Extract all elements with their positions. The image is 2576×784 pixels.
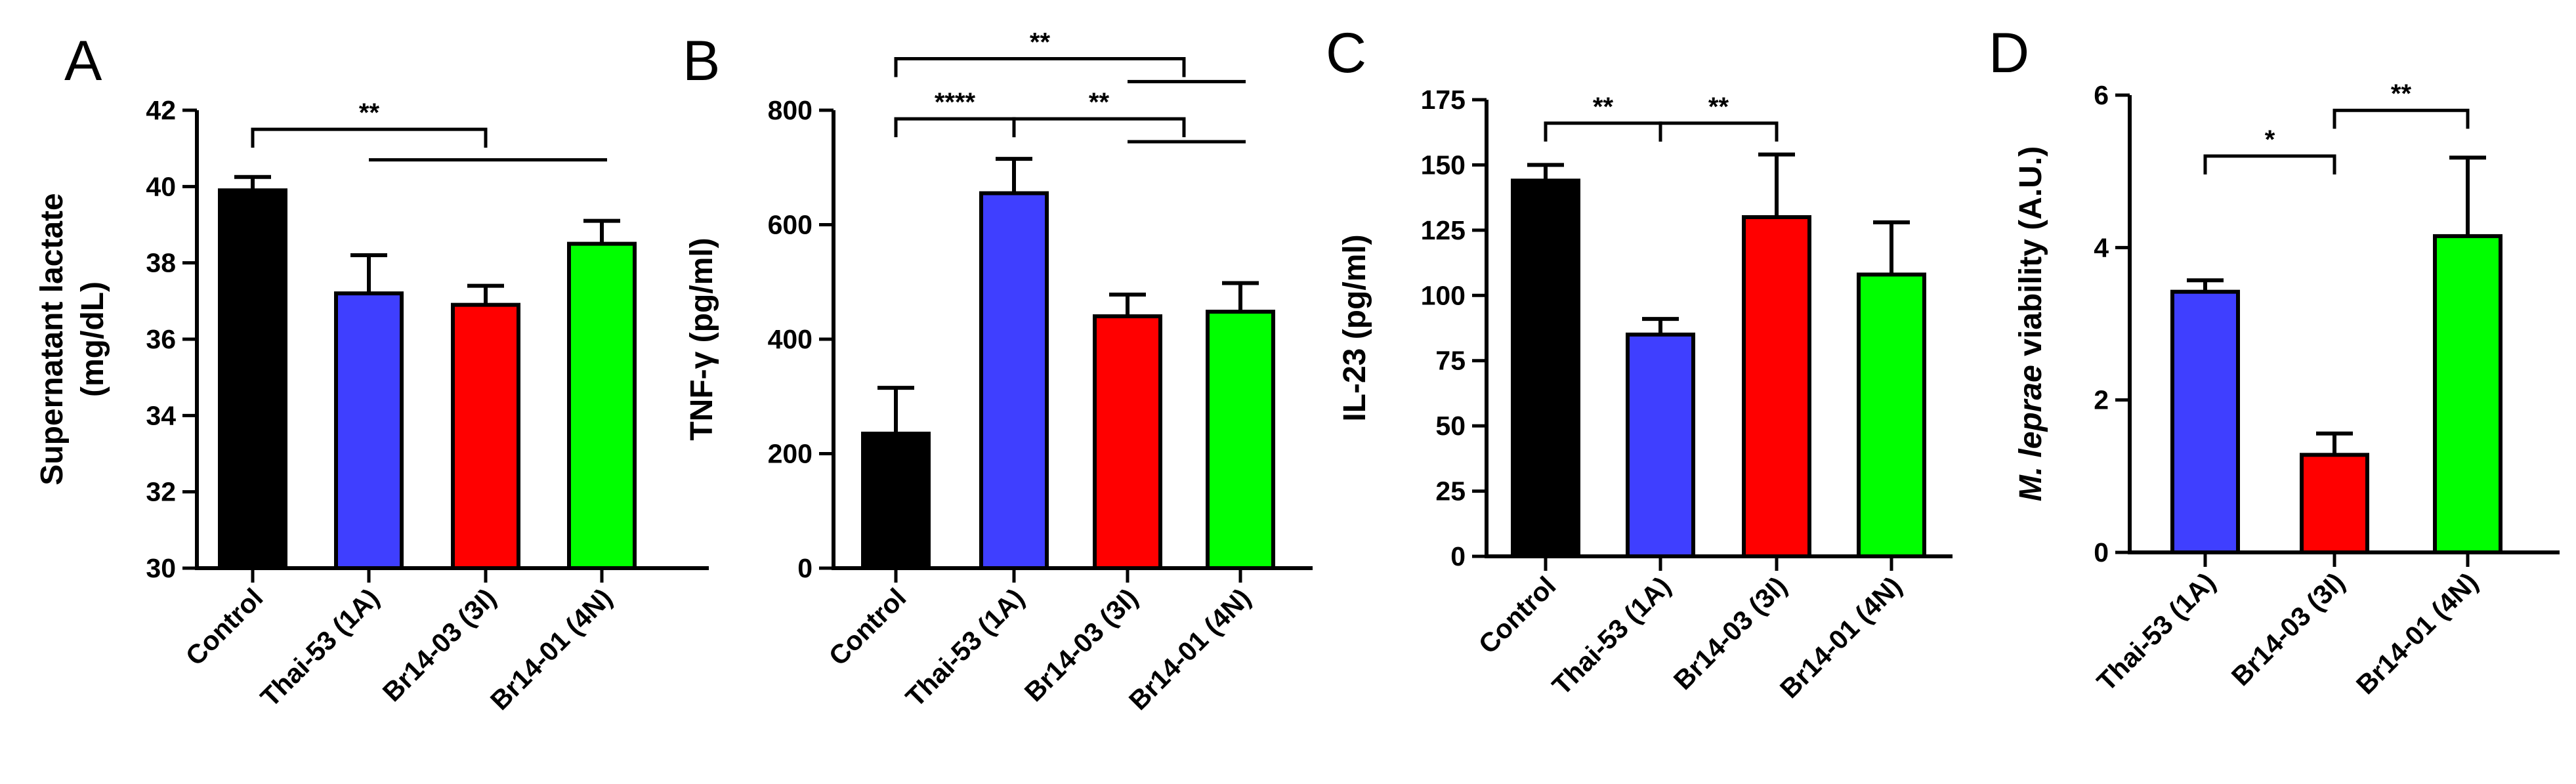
- panel-letter-b: B: [683, 30, 720, 93]
- panel-c-y-tick-label: 50: [1435, 411, 1466, 441]
- panel-c-y-tick-label: 25: [1435, 476, 1466, 506]
- chart-1-x-tick-label-0: Control: [823, 583, 912, 672]
- panel-d-y-tick-label: 4: [2094, 232, 2109, 262]
- chart-0-x-tick-label-3: Br14-01 (4N): [484, 583, 618, 716]
- chart-2-x-tick-label-2: Br14-03 (3I): [1668, 571, 1792, 695]
- panel-letter-d: D: [1989, 22, 2029, 85]
- chart-1-significance-label: **: [1030, 28, 1051, 56]
- panel-d-y-axis-label: M. leprae viability (A.U.): [2014, 146, 2048, 501]
- chart-3-bar-0: [2170, 289, 2240, 554]
- chart-1-significance-label: ****: [935, 88, 976, 117]
- panel-a-y-tick-label: 42: [146, 95, 176, 125]
- panel-letter-a: A: [64, 30, 102, 93]
- panel-b-y-tick-label: 400: [768, 324, 813, 354]
- panel-d-y-tick-label: 2: [2094, 385, 2109, 415]
- chart-2-bar-0: [1511, 178, 1580, 558]
- chart-2-bar-1: [1626, 332, 1695, 558]
- chart-1-x-tick-label-1: Thai-53 (1A): [900, 583, 1030, 712]
- chart-0-bar-2: [451, 302, 520, 570]
- panel-c-y-tick-label: 100: [1421, 280, 1466, 310]
- chart-0-x-tick-label-2: Br14-03 (3I): [377, 583, 501, 707]
- panel-b: B 0 200 400 600 800 TNF-γ (pg/ml) ControlThai-…: [683, 28, 1313, 716]
- chart-2-significance-bracket: [1658, 121, 1779, 142]
- chart-3-significance-bracket: [2333, 108, 2470, 129]
- chart-1-bar-0: [861, 431, 931, 571]
- chart-1-bar-1: [979, 191, 1049, 570]
- chart-0-bar-3: [567, 241, 637, 570]
- chart-0-significance-bracket: [251, 127, 488, 148]
- chart-2-x-tick-label-3: Br14-01 (4N): [1774, 571, 1907, 704]
- panel-a-y-axis-label: (mg/dL): [75, 281, 110, 397]
- panel-b-y-tick-label: 600: [768, 210, 813, 240]
- panel-letter-c: C: [1326, 22, 1366, 85]
- panel-a: A 30 32 34 36 38 40 42 Supernatant lactate (mg/d…: [35, 30, 709, 716]
- chart-0-significance-label: **: [359, 98, 380, 127]
- chart-1-significance-bracket: [894, 117, 1016, 138]
- panel-c-y-tick-label: 0: [1450, 541, 1466, 571]
- chart-3-bar-1: [2300, 453, 2369, 554]
- chart-2-x-tick-label-0: Control: [1473, 571, 1562, 660]
- panel-b-y-tick-label: 200: [768, 439, 813, 469]
- chart-3-significance-label: **: [2391, 79, 2412, 108]
- chart-2-significance-label: **: [1708, 93, 1729, 121]
- panel-d-y-tick-label: 6: [2094, 80, 2109, 110]
- panel-d: D 0 2 4 6 M. leprae viability (A.U.) Thai-53 …: [1989, 22, 2560, 700]
- panel-c-y-tick-label: 175: [1421, 85, 1466, 115]
- chart-2-bar-2: [1742, 215, 1811, 558]
- y-axis-label-italic: M. leprae: [2014, 365, 2048, 501]
- chart-1-x-tick-label-3: Br14-01 (4N): [1123, 583, 1256, 716]
- chart-1-x-tick-label-2: Br14-03 (3I): [1019, 583, 1143, 707]
- chart-0-bar-1: [334, 291, 404, 570]
- chart-0-x-tick-label-0: Control: [180, 583, 269, 672]
- panel-c: C 0 25 50 75 100 125 150 175 IL-23 (pg/ml) Contro…: [1326, 22, 1953, 704]
- panel-c-y-axis-label: IL-23 (pg/ml): [1338, 234, 1372, 421]
- panel-b-y-axis-label: TNF-γ (pg/ml): [685, 237, 719, 440]
- chart-3-x-tick-label-0: Thai-53 (1A): [2091, 567, 2221, 697]
- chart-1-significance-label: **: [1089, 88, 1110, 117]
- panel-a-y-tick-label: 40: [146, 171, 176, 201]
- chart-1-bar-3: [1206, 310, 1275, 570]
- chart-1-bar-2: [1093, 314, 1162, 570]
- panel-b-y-tick-label: 0: [797, 553, 813, 583]
- chart-0-bar-0: [218, 188, 287, 570]
- chart-3-significance-bracket: [2203, 154, 2336, 175]
- panel-a-y-axis-label: Supernatant lactate: [35, 193, 70, 485]
- chart-3-x-tick-label-2: Br14-01 (4N): [2350, 567, 2483, 700]
- chart-2-significance-label: **: [1593, 93, 1614, 121]
- chart-1-significance-bracket: [1012, 117, 1186, 138]
- y-axis-label-rest: viability (A.U.): [2014, 146, 2048, 365]
- panel-c-y-tick-label: 150: [1421, 150, 1466, 180]
- panel-b-y-tick-label: 800: [768, 95, 813, 125]
- chart-3-significance-label: *: [2265, 125, 2275, 154]
- panel-a-y-tick-label: 36: [146, 324, 176, 354]
- chart-0-x-tick-label-1: Thai-53 (1A): [255, 583, 385, 712]
- panel-a-y-tick-label: 32: [146, 477, 176, 507]
- panel-a-y-tick-label: 30: [146, 553, 176, 583]
- chart-2-bar-3: [1857, 272, 1926, 558]
- chart-1-significance-bracket: [894, 56, 1186, 77]
- panel-c-y-tick-label: 125: [1421, 215, 1466, 245]
- panel-d-y-tick-label: 0: [2094, 537, 2109, 567]
- chart-2-x-tick-label-1: Thai-53 (1A): [1546, 571, 1676, 701]
- chart-2-significance-bracket: [1544, 121, 1662, 142]
- chart-3-bar-2: [2433, 234, 2502, 554]
- chart-3-x-tick-label-1: Br14-03 (3I): [2226, 567, 2350, 691]
- panel-a-y-tick-label: 38: [146, 248, 176, 278]
- panel-a-y-tick-label: 34: [146, 400, 176, 430]
- panel-c-y-tick-label: 75: [1435, 346, 1466, 376]
